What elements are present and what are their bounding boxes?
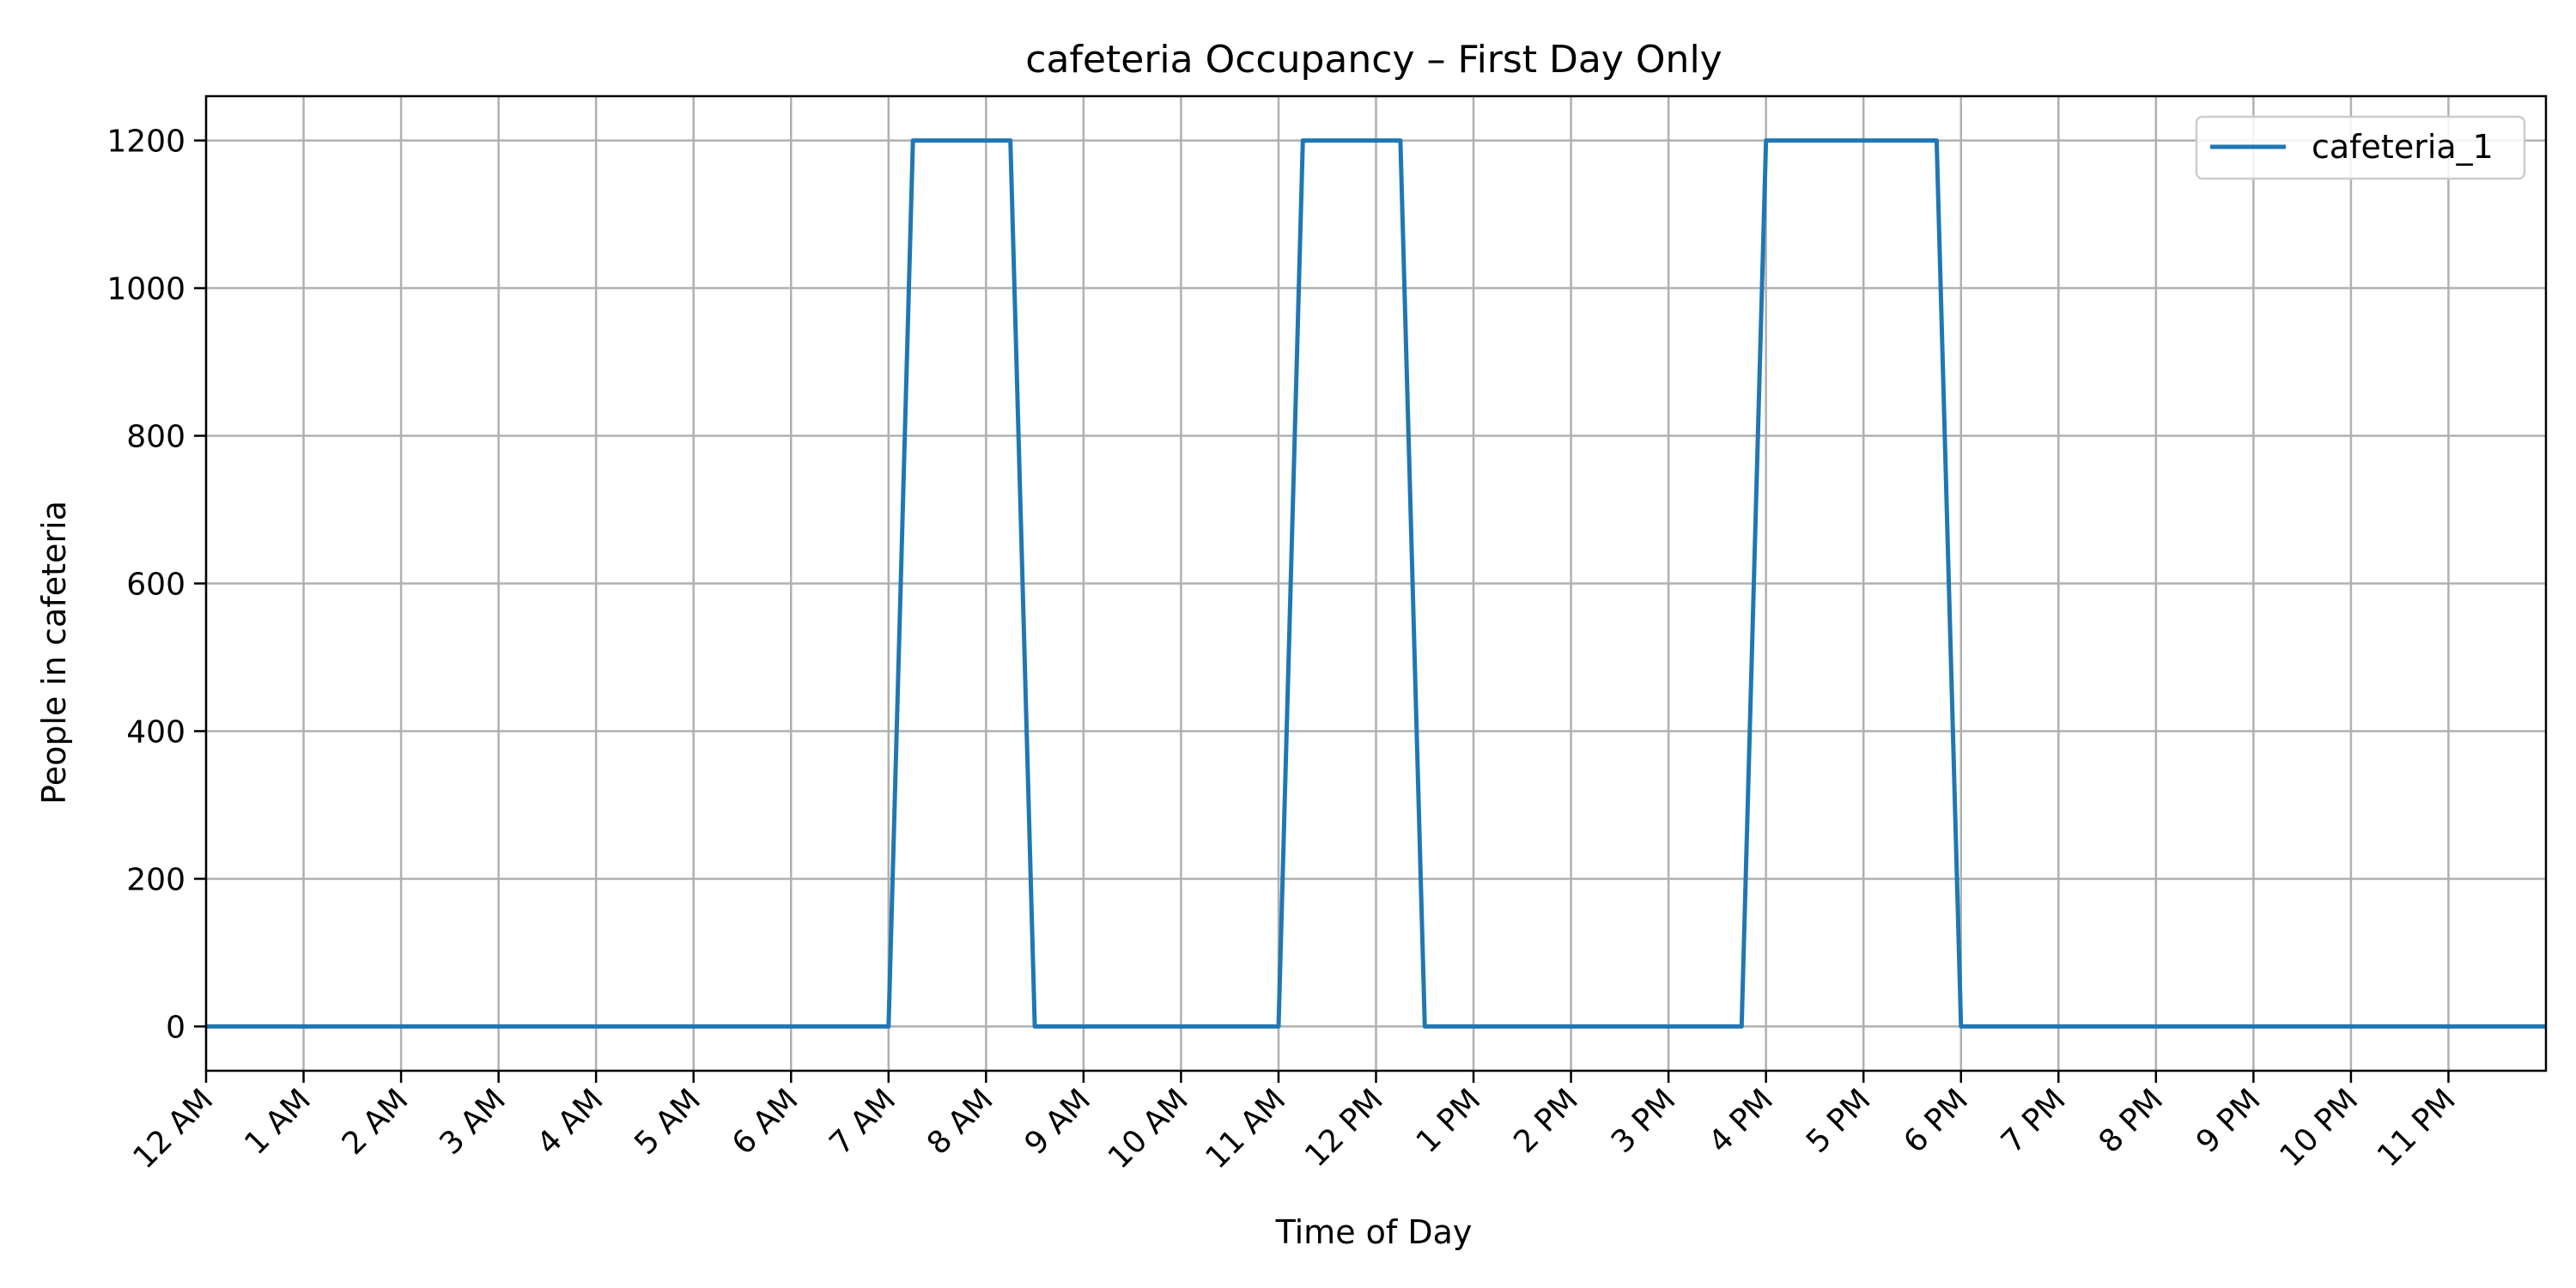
x-tick-label: 12 PM: [1298, 1082, 1390, 1174]
x-tick-label: 6 AM: [726, 1082, 805, 1162]
x-tick-label: 3 PM: [1605, 1082, 1683, 1160]
y-tick-label: 1200: [106, 125, 185, 160]
x-tick-label: 5 AM: [628, 1082, 708, 1162]
x-axis-ticks: 12 AM 1 AM 2 AM 3 AM 4 AM 5 AM 6 AM 7 AM 8 AM 9 A…: [127, 1071, 2463, 1176]
x-tick-label: 1 AM: [238, 1082, 318, 1162]
x-tick-label: 6 PM: [1898, 1082, 1976, 1160]
x-axis-label: Time of Day: [1275, 1213, 1473, 1251]
x-tick-label: 5 PM: [1800, 1082, 1878, 1160]
x-tick-label: 3 AM: [433, 1082, 513, 1162]
x-tick-label: 9 AM: [1018, 1082, 1098, 1162]
x-tick-label: 11 AM: [1199, 1082, 1292, 1176]
legend: cafeteria_1: [2195, 115, 2526, 180]
x-tick-label: 4 AM: [531, 1082, 611, 1162]
x-tick-label: 9 PM: [2190, 1082, 2268, 1160]
x-tick-label: 7 PM: [1995, 1082, 2073, 1160]
x-tick-label: 4 PM: [1702, 1082, 1780, 1160]
y-axis-ticks: 0 200 400 600 800 1000 1200: [106, 125, 206, 1045]
y-tick-label: 200: [126, 862, 185, 897]
chart-title: cafeteria Occupancy – First Day Only: [1025, 38, 1722, 82]
series-line-cafeteria-1: [206, 138, 2546, 1029]
y-tick-label: 600: [126, 568, 185, 603]
y-tick-label: 0: [166, 1010, 185, 1045]
legend-label-cafeteria-1: cafeteria_1: [2312, 128, 2494, 166]
y-tick-label: 800: [126, 420, 185, 455]
y-tick-label: 400: [126, 714, 185, 750]
y-tick-label: 1000: [106, 272, 185, 307]
x-tick-label: 10 PM: [2273, 1082, 2365, 1174]
x-tick-label: 8 AM: [920, 1082, 1000, 1162]
x-tick-label: 10 AM: [1102, 1082, 1195, 1176]
x-tick-label: 2 AM: [336, 1082, 416, 1162]
x-tick-label: 7 AM: [823, 1082, 902, 1162]
x-tick-label: 2 PM: [1507, 1082, 1585, 1160]
x-tick-label: 8 PM: [2093, 1082, 2171, 1160]
y-axis-label: People in cafeteria: [35, 501, 73, 805]
grid-lines: [204, 96, 2546, 1071]
x-tick-label: 12 AM: [127, 1082, 221, 1176]
x-tick-label: 11 PM: [2371, 1082, 2463, 1174]
series-layer: [206, 138, 2546, 1029]
x-tick-label: 1 PM: [1410, 1082, 1488, 1160]
legend-box: [2195, 115, 2526, 180]
